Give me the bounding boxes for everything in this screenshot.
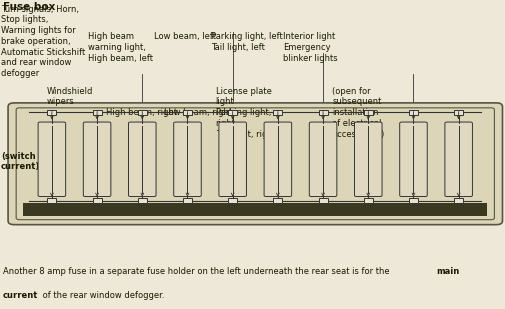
Text: (open for
subsequent
installation
of electrical
accessories): (open for subsequent installation of ele… [332, 87, 384, 138]
FancyBboxPatch shape [16, 108, 494, 220]
Bar [364, 110, 373, 115]
Bar [364, 198, 373, 203]
FancyBboxPatch shape [128, 122, 156, 197]
Bar [183, 110, 192, 115]
Text: (switch
current): (switch current) [1, 152, 40, 171]
Text: Low beam, left: Low beam, left [154, 32, 216, 41]
FancyBboxPatch shape [309, 122, 337, 197]
Bar [454, 198, 463, 203]
Text: of the rear window defogger.: of the rear window defogger. [40, 291, 165, 300]
Text: Low beam, right: Low beam, right [164, 108, 232, 117]
FancyBboxPatch shape [264, 122, 292, 197]
FancyBboxPatch shape [219, 122, 246, 197]
Bar [273, 198, 282, 203]
Text: Another 8 amp fuse in a separate fuse holder on the left underneath the rear sea: Another 8 amp fuse in a separate fuse ho… [3, 267, 392, 276]
Bar [409, 198, 418, 203]
Bar [273, 110, 282, 115]
FancyBboxPatch shape [38, 122, 66, 197]
FancyBboxPatch shape [445, 122, 473, 197]
FancyBboxPatch shape [174, 122, 201, 197]
FancyBboxPatch shape [355, 122, 382, 197]
Text: Parking light, left
Tail light, left: Parking light, left Tail light, left [211, 32, 283, 52]
Text: High beam
warning light,
High beam, left: High beam warning light, High beam, left [88, 32, 154, 63]
Bar [47, 110, 57, 115]
Text: Interior light
Emergency
blinker lights: Interior light Emergency blinker lights [283, 32, 337, 63]
FancyBboxPatch shape [83, 122, 111, 197]
Bar [138, 110, 147, 115]
Bar [47, 198, 57, 203]
Bar [409, 110, 418, 115]
Text: License plate
light
Parking light,
right
Tail light, right: License plate light Parking light, right… [216, 87, 276, 138]
Text: current: current [3, 291, 38, 300]
Text: Windshield
wipers: Windshield wipers [46, 87, 93, 106]
Bar [23, 203, 487, 216]
Text: main: main [436, 267, 460, 276]
Text: Fuse box: Fuse box [3, 2, 55, 11]
Bar [319, 198, 328, 203]
Bar [228, 110, 237, 115]
Bar [92, 110, 102, 115]
FancyBboxPatch shape [399, 122, 427, 197]
Text: High beam, right: High beam, right [106, 108, 177, 117]
Bar [92, 198, 102, 203]
Bar [454, 110, 463, 115]
Text: Turn signals, Horn,
Stop lights,
Warning lights for
brake operation,
Automatic S: Turn signals, Horn, Stop lights, Warning… [1, 5, 85, 78]
Bar [183, 198, 192, 203]
Bar [138, 198, 147, 203]
Bar [228, 198, 237, 203]
Bar [319, 110, 328, 115]
FancyBboxPatch shape [8, 103, 502, 225]
